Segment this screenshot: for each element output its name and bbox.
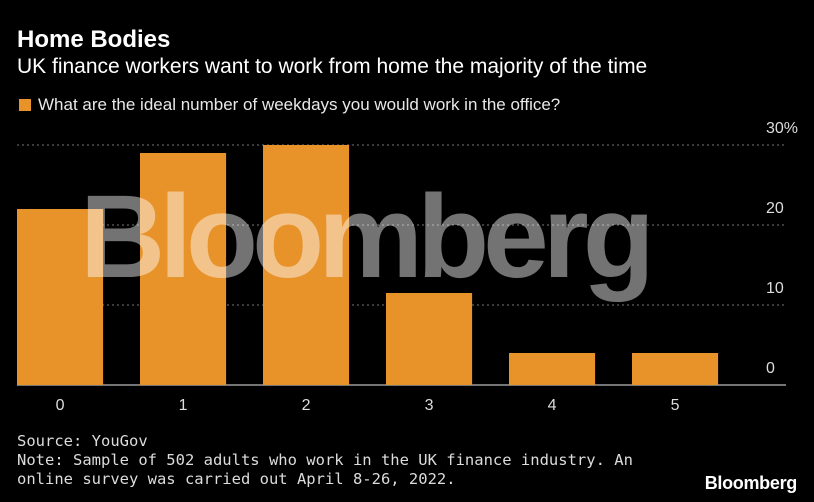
bar-5 — [632, 353, 719, 385]
legend: What are the ideal number of weekdays yo… — [19, 94, 560, 116]
y-tick-label: 20 — [766, 200, 784, 217]
y-tick-label: 0 — [766, 360, 775, 377]
legend-swatch — [19, 99, 31, 111]
source-note: Source: YouGov — [17, 432, 148, 450]
bar-2 — [263, 145, 350, 385]
bloomberg-logo: Bloomberg — [704, 473, 798, 493]
bar-0 — [17, 209, 104, 385]
chart-title: Home Bodies — [17, 26, 171, 53]
y-tick-label: 10 — [766, 280, 784, 297]
x-tick-label: 1 — [179, 397, 188, 414]
bar-3 — [386, 293, 473, 385]
y-tick-label: 30% — [766, 120, 798, 137]
x-tick-label: 4 — [548, 397, 557, 414]
x-tick-label: 5 — [671, 397, 680, 414]
x-tick-label: 2 — [302, 397, 311, 414]
x-tick-label: 3 — [425, 397, 434, 414]
chart-subtitle: UK finance workers want to work from hom… — [17, 55, 648, 78]
bar-1 — [140, 153, 227, 385]
legend-label: What are the ideal number of weekdays yo… — [38, 95, 561, 114]
x-tick-label: 0 — [56, 397, 65, 414]
bar-4 — [509, 353, 596, 385]
footnote: Note: Sample of 502 adults who work in t… — [17, 451, 633, 488]
